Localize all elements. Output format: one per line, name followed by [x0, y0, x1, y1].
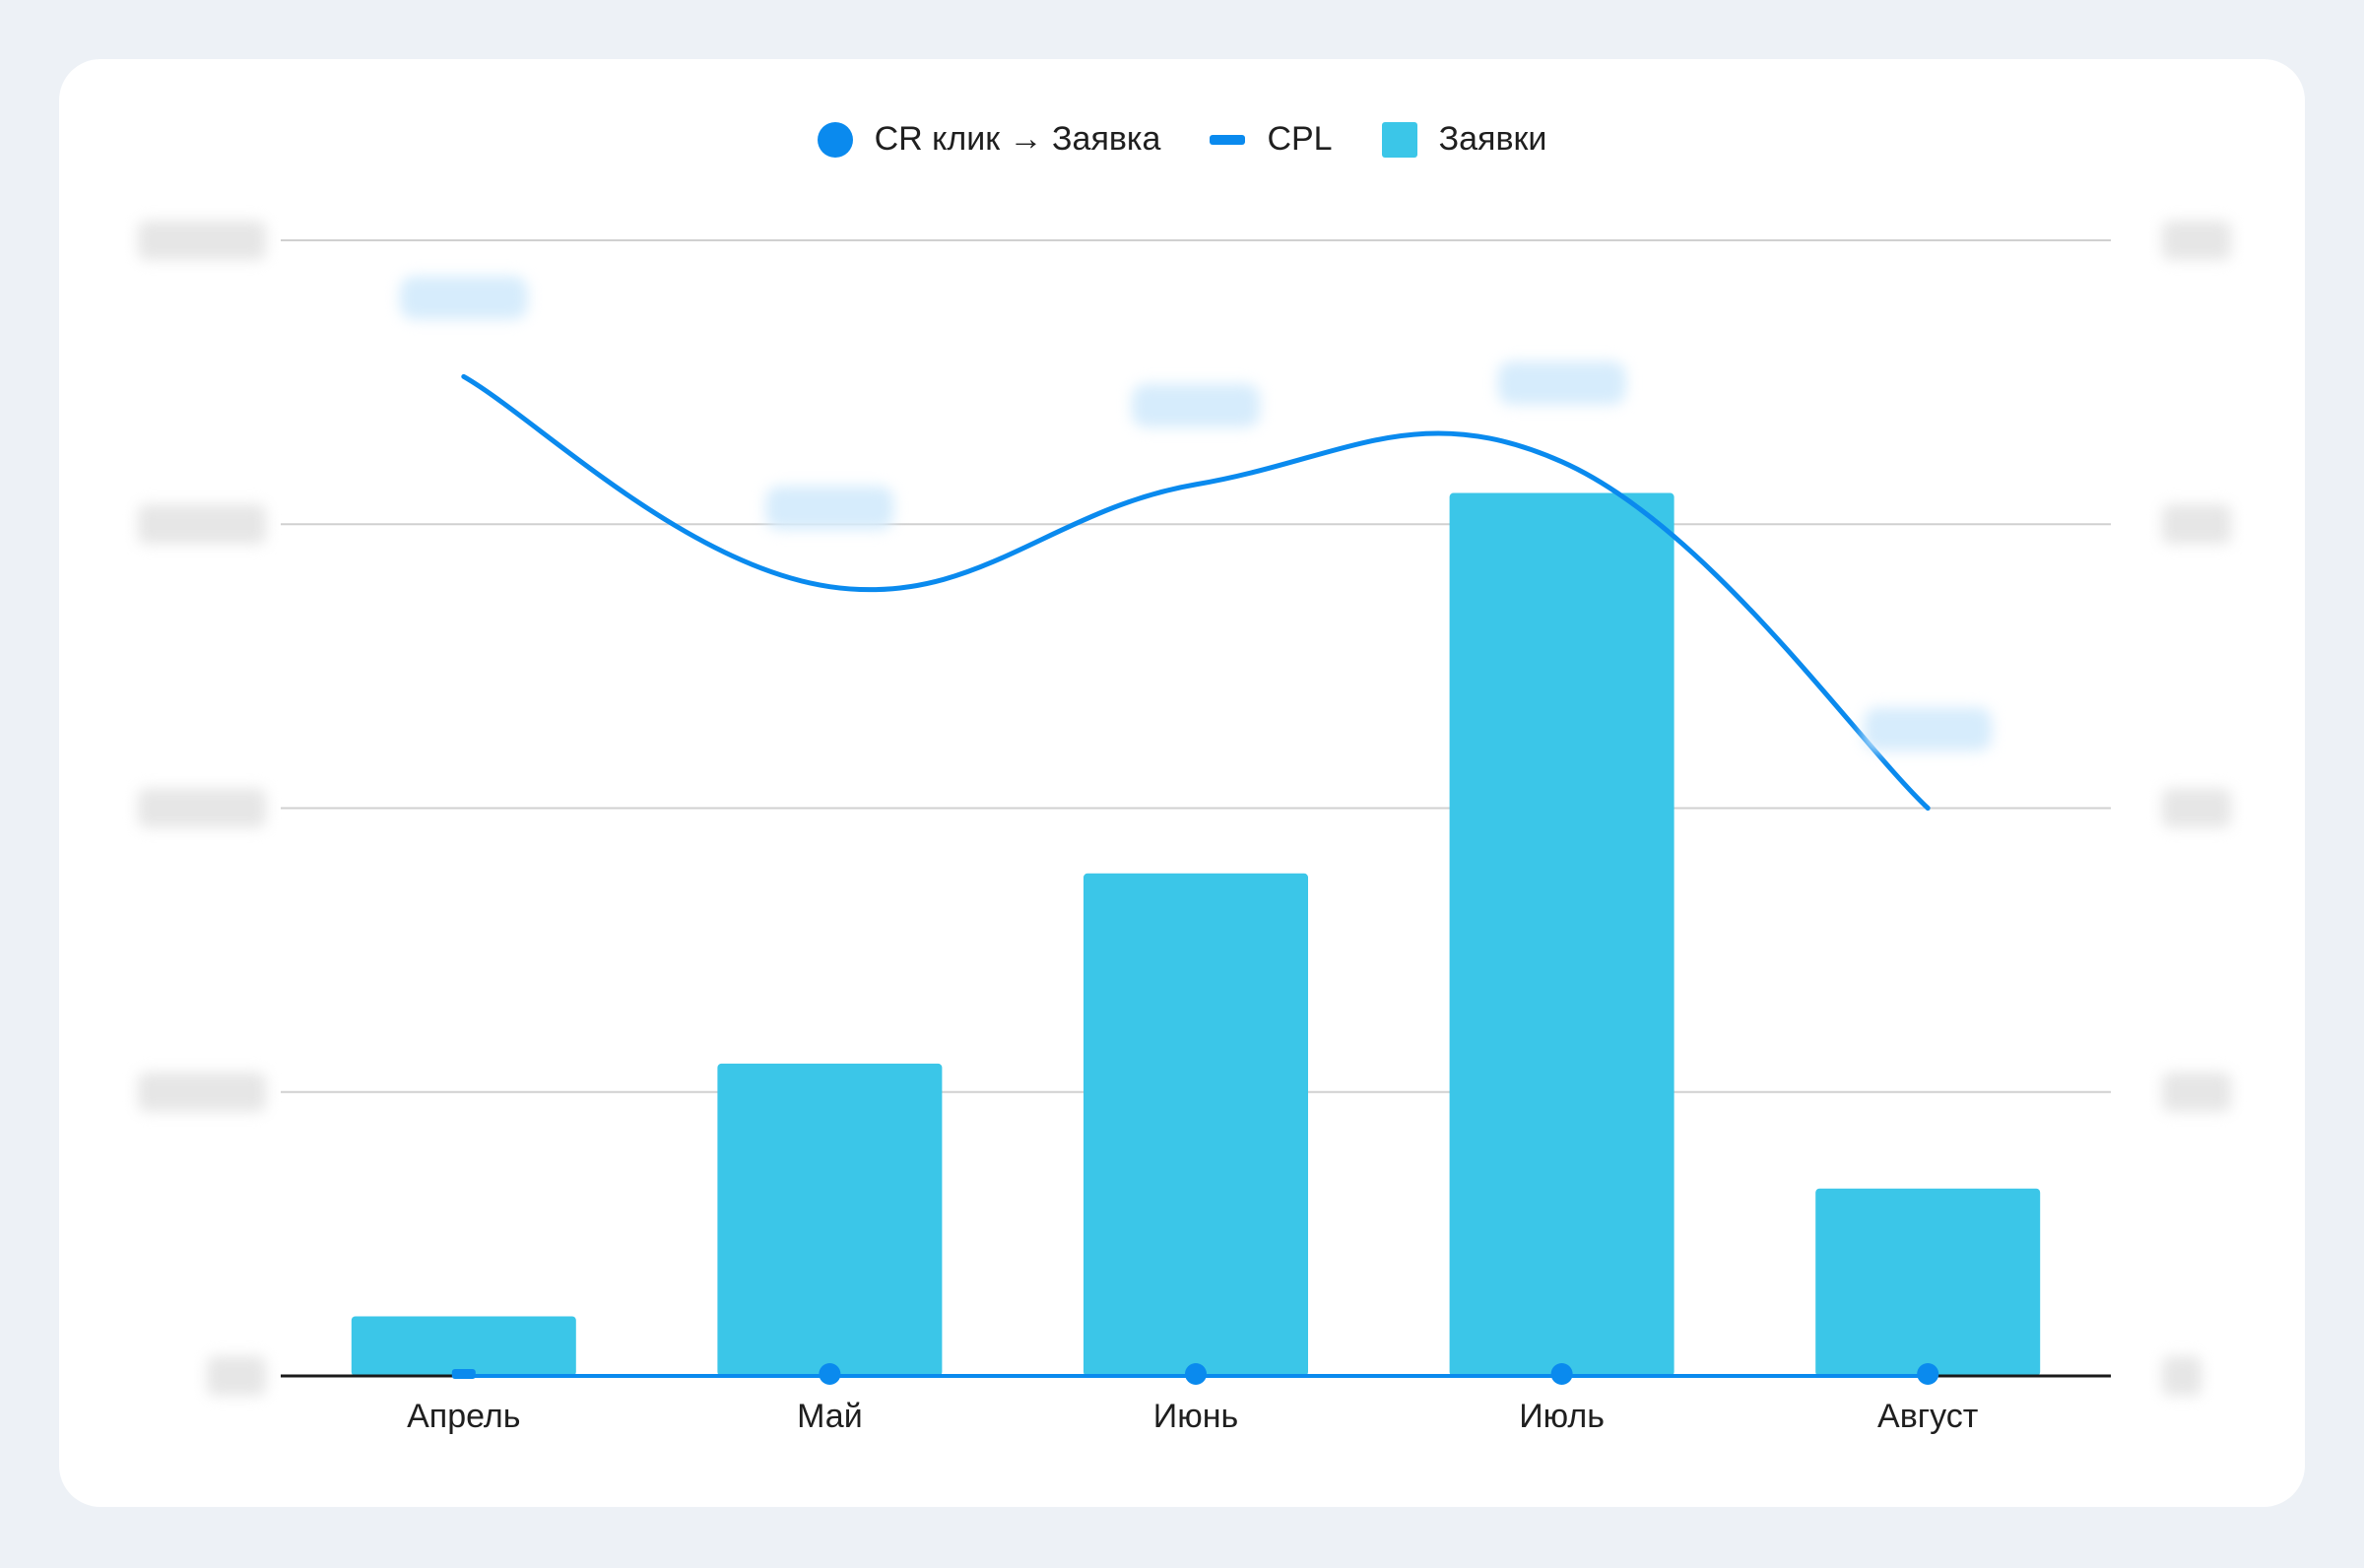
- chart-legend: CR клик → Заявка CPL Заявки: [0, 120, 2364, 159]
- x-tick-label: Апрель: [407, 1398, 520, 1435]
- left-tick-blurred: [207, 1356, 266, 1396]
- cr-point: [1185, 1363, 1207, 1385]
- bar-leads: [717, 1063, 943, 1376]
- cpl-data-label-blurred: [1132, 383, 1260, 427]
- bar-leads: [1084, 873, 1308, 1376]
- legend-cr-label: CR клик → Заявка: [874, 120, 1161, 158]
- legend-item-leads[interactable]: Заявки: [1381, 120, 1547, 159]
- cpl-data-label-blurred: [399, 276, 528, 320]
- cpl-data-label-blurred: [1497, 360, 1626, 405]
- legend-item-cpl[interactable]: CPL: [1210, 120, 1333, 159]
- left-tick-blurred: [138, 1072, 266, 1112]
- legend-cr-marker: [817, 121, 853, 158]
- cr-point: [1550, 1363, 1573, 1385]
- cpl-line: [461, 373, 1931, 811]
- right-tick-blurred: [2162, 504, 2231, 545]
- legend-cpl-label: CPL: [1267, 120, 1333, 158]
- right-tick-blurred: [2162, 1072, 2231, 1112]
- left-tick-blurred: [138, 504, 266, 545]
- right-tick-blurred: [2162, 1356, 2201, 1396]
- x-tick-label: Май: [797, 1398, 863, 1435]
- bar-leads: [351, 1316, 576, 1376]
- x-tick-label: Июль: [1519, 1398, 1605, 1435]
- bar-leads: [1449, 492, 1674, 1377]
- left-tick-blurred: [138, 788, 266, 828]
- x-tick-label: Июнь: [1153, 1398, 1238, 1435]
- legend-leads-marker: [1381, 121, 1417, 158]
- bar-leads: [1815, 1188, 2041, 1376]
- cr-point: [451, 1369, 476, 1379]
- cr-point: [819, 1363, 841, 1385]
- legend-leads-label: Заявки: [1438, 120, 1547, 158]
- right-tick-blurred: [2162, 221, 2231, 260]
- right-tick-blurred: [2162, 788, 2231, 828]
- left-tick-blurred: [138, 221, 266, 260]
- cr-point: [1917, 1363, 1939, 1385]
- cpl-data-label-blurred: [1864, 707, 1993, 751]
- legend-cpl-marker: [1210, 134, 1246, 145]
- legend-item-cr[interactable]: CR клик → Заявка: [817, 120, 1161, 159]
- x-tick-label: Август: [1877, 1398, 1978, 1435]
- cpl-data-label-blurred: [765, 486, 894, 530]
